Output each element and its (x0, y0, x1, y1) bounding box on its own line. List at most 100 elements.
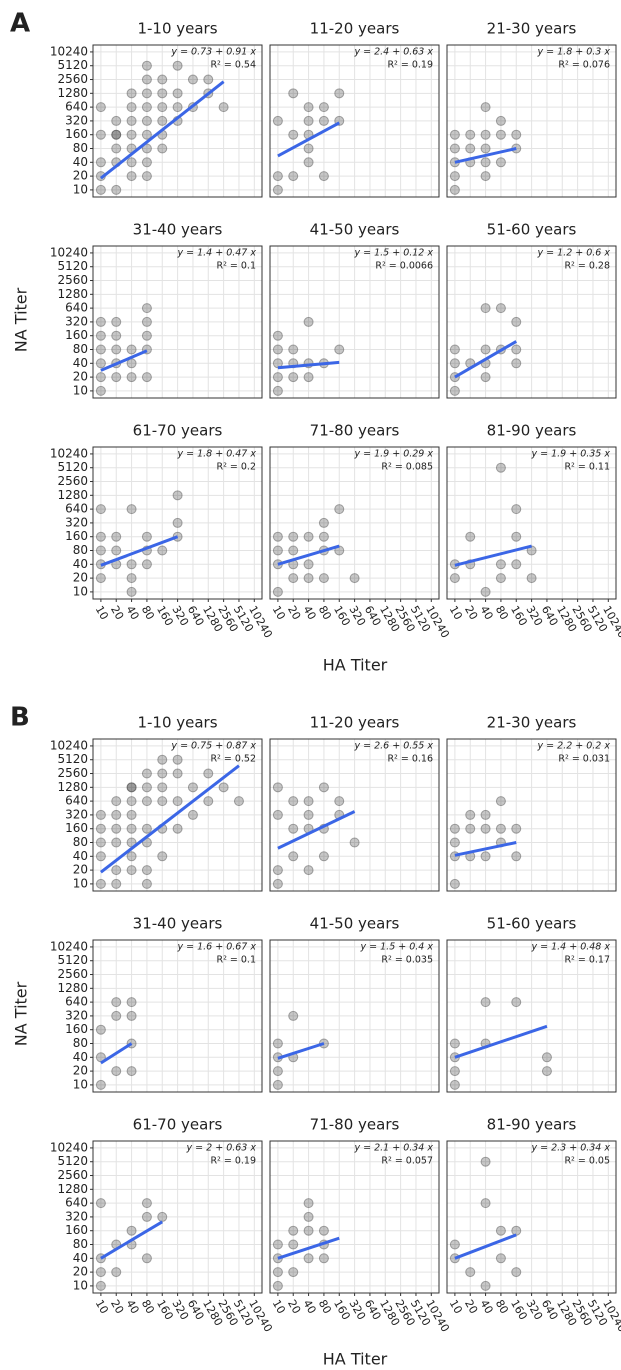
point (126, 129, 137, 140)
point (480, 372, 491, 383)
point (233, 796, 244, 807)
annotation: R² = 0.54 (210, 60, 256, 71)
point (288, 531, 299, 542)
point (480, 851, 491, 862)
y-tick-label: 640 (65, 100, 88, 114)
plot-border (269, 446, 440, 600)
point (334, 796, 345, 807)
point (141, 330, 152, 341)
fit-line (100, 1042, 133, 1065)
point (95, 1024, 106, 1035)
point (111, 878, 122, 889)
point (318, 171, 329, 182)
point (95, 184, 106, 195)
y-tick-label: 10240 (50, 446, 88, 460)
point (126, 372, 137, 383)
x-tick-label: 10 (270, 1298, 288, 1317)
point (157, 796, 168, 807)
y-tick-label: 1280 (57, 1182, 88, 1196)
point (272, 171, 283, 182)
fit-line (277, 544, 340, 566)
point (272, 531, 283, 542)
facet-title: 31-40 years (133, 915, 223, 933)
point (95, 330, 106, 341)
point (465, 143, 476, 154)
point (111, 823, 122, 834)
x-tick-label: 40 (477, 1298, 495, 1317)
point (141, 823, 152, 834)
facet-title: 41-50 years (310, 915, 400, 933)
point (111, 372, 122, 383)
y-tick-label: 160 (65, 328, 88, 342)
point (141, 303, 152, 314)
point (495, 573, 506, 584)
y-tick-label: 10240 (50, 939, 88, 953)
y-tick-label: 40 (73, 849, 88, 863)
point (218, 102, 229, 113)
point (449, 358, 460, 369)
point (288, 1239, 299, 1250)
point (272, 1079, 283, 1090)
y-tick-label: 10 (73, 1077, 88, 1091)
y-tick-label: 5120 (57, 1154, 88, 1168)
point (288, 88, 299, 99)
point (511, 504, 522, 515)
point (95, 851, 106, 862)
x-tick-label: 20 (108, 604, 126, 623)
y-tick-label: 320 (65, 807, 88, 821)
y-tick-label: 320 (65, 515, 88, 529)
point (111, 316, 122, 327)
y-tick-label: 2560 (57, 72, 88, 86)
point (288, 573, 299, 584)
x-tick-label: 20 (462, 1298, 480, 1317)
point (172, 60, 183, 71)
point (111, 129, 122, 140)
point (272, 344, 283, 355)
annotation: y = 2.1 + 0.34 x (353, 1143, 433, 1154)
point (95, 878, 106, 889)
point (111, 1066, 122, 1077)
fit-line (454, 1024, 548, 1059)
point (111, 184, 122, 195)
facet-title: 51-60 years (487, 915, 577, 933)
point (272, 865, 283, 876)
plot-border (269, 738, 440, 892)
annotation: R² = 0.1 (216, 955, 256, 966)
facet-title: 31-40 years (133, 221, 223, 239)
point (272, 545, 283, 556)
point (126, 115, 137, 126)
point (141, 768, 152, 779)
y-tick-label: 640 (65, 1196, 88, 1210)
y-tick-label: 20 (73, 863, 88, 877)
y-tick-label: 20 (73, 169, 88, 183)
point (157, 768, 168, 779)
point (480, 1280, 491, 1291)
annotation: y = 2 + 0.63 x (186, 1143, 257, 1154)
plot-border (92, 245, 263, 399)
point (318, 115, 329, 126)
x-tick-label: 10 (93, 1298, 111, 1317)
point (172, 88, 183, 99)
fit-line (277, 810, 356, 850)
x-tick-label: 80 (316, 604, 334, 623)
fit-line (454, 841, 517, 857)
point (303, 316, 314, 327)
point (157, 754, 168, 765)
point (95, 358, 106, 369)
point (480, 823, 491, 834)
point (95, 316, 106, 327)
point (449, 129, 460, 140)
point (303, 1198, 314, 1209)
y-tick-label: 1280 (57, 780, 88, 794)
point (126, 997, 137, 1008)
point (334, 88, 345, 99)
point (141, 796, 152, 807)
point (95, 809, 106, 820)
annotation: y = 2.2 + 0.2 x (537, 741, 611, 752)
y-tick-label: 80 (73, 1036, 88, 1050)
annotation: R² = 0.52 (210, 754, 256, 765)
point (95, 545, 106, 556)
point (157, 74, 168, 85)
y-tick-label: 40 (73, 155, 88, 169)
point (449, 878, 460, 889)
